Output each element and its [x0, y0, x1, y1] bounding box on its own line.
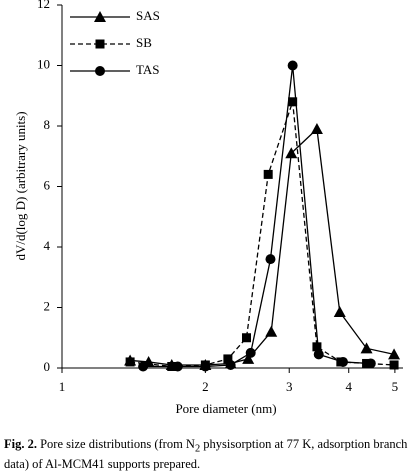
series-line — [130, 101, 395, 368]
legend-marker — [95, 39, 105, 49]
marker — [242, 352, 255, 364]
caption-text: physisorption at 77 K, adsorption branch… — [4, 437, 408, 471]
marker — [172, 361, 183, 372]
x-tick-label: 5 — [392, 379, 399, 394]
marker — [312, 342, 322, 352]
y-axis-label: dV/d(log D) (arbitrary units) — [13, 111, 28, 260]
caption: Fig. 2. Pore size distributions (from N2… — [4, 437, 416, 472]
marker — [223, 354, 233, 364]
y-tick-label: 12 — [37, 0, 50, 11]
legend-label: TAS — [136, 62, 160, 77]
x-tick-label: 2 — [202, 379, 209, 394]
legend-label: SB — [136, 35, 152, 50]
marker — [138, 361, 149, 372]
marker — [388, 348, 401, 360]
marker — [265, 325, 278, 337]
y-tick-label: 0 — [44, 359, 51, 374]
marker — [287, 60, 298, 71]
y-tick-label: 2 — [44, 298, 51, 313]
marker — [313, 349, 324, 360]
y-tick-label: 6 — [44, 177, 51, 192]
marker — [265, 254, 276, 265]
caption-text: Pore size distributions (from N — [36, 437, 195, 451]
caption-label: Fig. 2. — [4, 437, 37, 451]
marker — [288, 97, 298, 107]
y-tick-label: 10 — [37, 56, 50, 71]
marker — [285, 147, 298, 159]
chart: Pore diameter (nm) dV/d(log D) (arbitrar… — [13, 0, 403, 416]
y-tick-label: 8 — [44, 117, 51, 132]
x-tick-label: 3 — [286, 379, 293, 394]
series-line — [130, 127, 395, 366]
marker — [225, 359, 236, 370]
marker — [360, 342, 373, 354]
x-axis-label: Pore diameter (nm) — [175, 401, 276, 416]
caption-subscript: 2 — [194, 443, 201, 455]
marker — [245, 347, 256, 358]
marker — [200, 361, 211, 372]
legend-label: SAS — [136, 8, 160, 23]
marker — [365, 358, 376, 369]
legend-marker — [94, 11, 106, 22]
marker — [263, 169, 273, 179]
marker — [333, 306, 346, 318]
marker — [125, 357, 135, 367]
marker — [241, 333, 251, 343]
y-tick-label: 4 — [44, 238, 51, 253]
marker — [310, 123, 323, 135]
marker — [337, 356, 348, 367]
legend-marker — [95, 66, 105, 76]
series-line — [143, 65, 371, 368]
x-tick-label: 4 — [345, 379, 352, 394]
marker — [389, 360, 399, 370]
x-tick-label: 1 — [59, 379, 66, 394]
